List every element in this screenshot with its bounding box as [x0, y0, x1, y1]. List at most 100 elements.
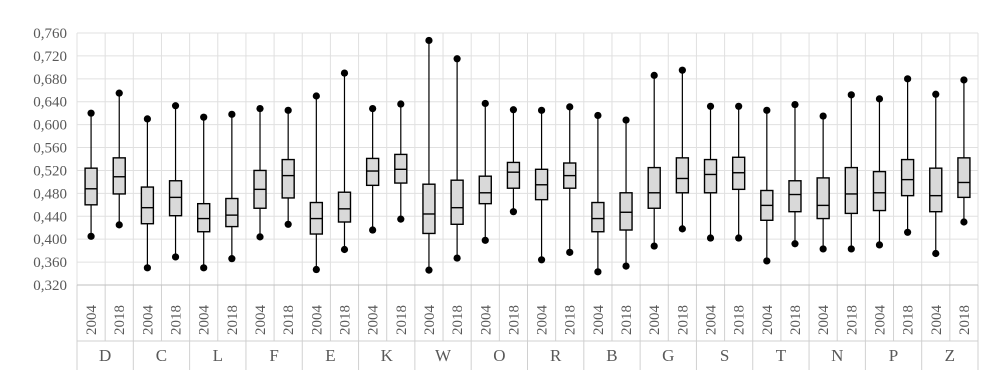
box-iqr	[478, 175, 492, 205]
min-point	[509, 208, 518, 216]
min-point	[425, 266, 433, 274]
max-point	[369, 105, 377, 113]
x-group-label: E	[325, 346, 335, 365]
y-tick-label: 0,480	[33, 186, 67, 202]
min-point	[932, 249, 940, 258]
box-iqr	[619, 192, 633, 231]
min-point	[87, 232, 95, 240]
max-point	[200, 113, 208, 121]
min-point	[397, 215, 405, 223]
x-tick-year-label: 2004	[760, 305, 776, 336]
max-point	[932, 90, 940, 98]
x-tick-year-label: 2004	[535, 305, 551, 336]
min-point	[481, 236, 489, 244]
box-iqr	[675, 157, 690, 194]
x-group-label: T	[776, 346, 787, 365]
x-group-label: W	[435, 346, 452, 365]
min-point	[650, 242, 658, 250]
min-point	[453, 254, 461, 262]
y-tick-label: 0,720	[33, 49, 67, 65]
box-iqr	[844, 166, 858, 215]
max-point	[960, 76, 968, 84]
min-point	[875, 241, 884, 249]
min-point	[284, 220, 292, 228]
x-group-label: N	[831, 346, 843, 365]
min-point	[143, 264, 151, 272]
box-iqr	[112, 157, 126, 195]
box-iqr	[337, 191, 352, 223]
max-point	[678, 66, 686, 74]
box-iqr	[84, 167, 98, 206]
x-group-label: L	[213, 346, 223, 365]
max-point	[763, 106, 771, 114]
min-point	[735, 234, 743, 242]
min-point	[369, 226, 377, 234]
min-point	[678, 225, 686, 233]
y-tick-label: 0,440	[33, 209, 67, 225]
x-group-label: D	[99, 346, 111, 365]
box-iqr	[929, 167, 943, 213]
y-tick-label: 0,400	[33, 232, 67, 248]
x-group-label: P	[889, 346, 898, 365]
max-point	[143, 115, 151, 123]
max-point	[791, 100, 799, 109]
box-iqr	[900, 158, 915, 197]
max-point	[171, 102, 180, 110]
min-point	[960, 218, 968, 226]
x-tick-year-label: 2018	[957, 305, 973, 335]
min-point	[763, 257, 771, 265]
y-tick-label: 0,640	[33, 95, 67, 111]
max-point	[397, 100, 405, 108]
x-tick-year-label: 2018	[225, 305, 241, 335]
box-iqr	[816, 177, 830, 220]
min-point	[847, 245, 855, 253]
max-point	[87, 109, 95, 117]
box-iqr	[197, 202, 211, 233]
max-point	[425, 36, 433, 45]
box-iqr	[365, 157, 380, 187]
x-tick-year-label: 2004	[929, 305, 945, 336]
x-tick-year-label: 2018	[169, 305, 185, 335]
x-tick-year-label: 2004	[478, 305, 494, 336]
x-tick-year-label: 2018	[112, 305, 128, 335]
x-tick-year-label: 2018	[675, 305, 691, 335]
max-point	[256, 105, 264, 113]
box-iqr	[647, 166, 661, 209]
x-tick-year-label: 2004	[422, 305, 438, 336]
min-point	[622, 262, 630, 270]
max-point	[340, 69, 349, 77]
box-iqr	[140, 186, 155, 225]
max-point	[284, 106, 292, 114]
max-point	[875, 95, 884, 103]
x-tick-year-label: 2004	[309, 305, 325, 336]
max-point	[453, 55, 461, 63]
x-group-label: F	[269, 346, 278, 365]
max-point	[650, 71, 658, 79]
min-point	[904, 228, 912, 236]
min-point	[115, 221, 123, 229]
x-group-label: R	[550, 346, 562, 365]
min-point	[200, 264, 208, 272]
box-iqr	[168, 180, 183, 217]
min-point	[819, 245, 827, 253]
x-tick-year-label: 2018	[901, 305, 917, 335]
x-tick-year-label: 2004	[197, 305, 213, 336]
min-point	[228, 255, 236, 263]
max-point	[847, 91, 855, 99]
x-tick-year-label: 2004	[140, 305, 156, 336]
min-point	[566, 248, 574, 256]
x-tick-year-label: 2004	[872, 305, 888, 336]
max-point	[566, 103, 574, 111]
box-iqr	[957, 157, 971, 199]
box-iqr	[506, 161, 521, 189]
x-tick-year-label: 2004	[366, 305, 382, 336]
max-point	[706, 102, 715, 110]
box-iqr	[225, 197, 239, 228]
max-point	[228, 110, 236, 118]
max-point	[537, 106, 546, 114]
max-point	[312, 92, 320, 100]
x-tick-year-label: 2018	[506, 305, 522, 335]
box-iqr	[703, 158, 718, 194]
box-iqr	[788, 180, 802, 213]
x-group-label: B	[606, 346, 617, 365]
